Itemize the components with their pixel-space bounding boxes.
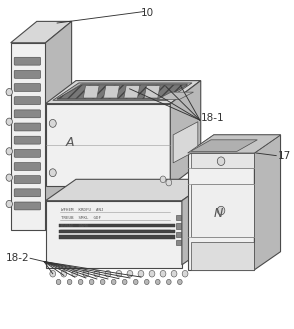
Text: A: A — [66, 137, 74, 149]
FancyBboxPatch shape — [14, 149, 41, 157]
Polygon shape — [188, 153, 254, 270]
Circle shape — [83, 270, 89, 277]
Polygon shape — [46, 104, 170, 186]
FancyBboxPatch shape — [14, 202, 41, 210]
Circle shape — [217, 157, 225, 165]
FancyBboxPatch shape — [14, 84, 41, 91]
Polygon shape — [46, 21, 72, 230]
Circle shape — [67, 279, 72, 285]
Circle shape — [94, 270, 100, 277]
Polygon shape — [188, 135, 280, 153]
Text: TREUB  SMKL  GDF: TREUB SMKL GDF — [61, 216, 101, 220]
Polygon shape — [11, 43, 46, 230]
Bar — [59, 235, 175, 239]
Bar — [176, 223, 181, 229]
Circle shape — [6, 200, 12, 208]
FancyBboxPatch shape — [14, 110, 41, 118]
Circle shape — [149, 270, 155, 277]
Circle shape — [111, 279, 116, 285]
Polygon shape — [173, 122, 198, 163]
Circle shape — [178, 279, 182, 285]
Circle shape — [78, 279, 83, 285]
Polygon shape — [191, 153, 254, 168]
Circle shape — [6, 148, 12, 155]
Polygon shape — [182, 179, 212, 265]
Text: WFHEM  KRDFU  ANJ: WFHEM KRDFU ANJ — [61, 208, 104, 212]
Text: 17: 17 — [278, 151, 291, 161]
FancyBboxPatch shape — [14, 70, 41, 78]
Polygon shape — [124, 86, 140, 98]
Circle shape — [116, 270, 122, 277]
FancyBboxPatch shape — [14, 189, 41, 197]
FancyBboxPatch shape — [14, 123, 41, 131]
Polygon shape — [11, 21, 72, 43]
Circle shape — [72, 270, 78, 277]
Polygon shape — [188, 135, 280, 153]
Circle shape — [49, 169, 56, 177]
Bar — [59, 230, 175, 233]
Circle shape — [56, 279, 61, 285]
Polygon shape — [157, 92, 193, 99]
Polygon shape — [46, 179, 212, 201]
FancyBboxPatch shape — [14, 57, 41, 65]
Polygon shape — [46, 201, 182, 268]
Circle shape — [127, 270, 133, 277]
Circle shape — [138, 270, 144, 277]
Circle shape — [144, 279, 149, 285]
Circle shape — [89, 279, 94, 285]
Polygon shape — [191, 242, 254, 270]
Circle shape — [61, 270, 67, 277]
Circle shape — [100, 279, 105, 285]
FancyBboxPatch shape — [14, 97, 41, 105]
Circle shape — [217, 206, 225, 215]
FancyBboxPatch shape — [14, 136, 41, 144]
Circle shape — [166, 179, 172, 186]
Text: 18-1: 18-1 — [201, 114, 224, 123]
Polygon shape — [57, 84, 188, 99]
Text: N: N — [214, 207, 223, 220]
FancyBboxPatch shape — [14, 163, 41, 170]
Polygon shape — [170, 81, 201, 186]
Circle shape — [122, 279, 127, 285]
Circle shape — [133, 279, 138, 285]
Circle shape — [166, 279, 171, 285]
Text: 10: 10 — [141, 8, 154, 18]
Circle shape — [105, 270, 111, 277]
Polygon shape — [46, 81, 201, 104]
FancyBboxPatch shape — [14, 176, 41, 184]
Bar — [176, 215, 181, 220]
Circle shape — [160, 176, 166, 183]
Circle shape — [6, 118, 12, 125]
Polygon shape — [53, 83, 192, 100]
Circle shape — [171, 270, 177, 277]
Circle shape — [182, 270, 188, 277]
Circle shape — [6, 174, 12, 181]
Text: 18-2: 18-2 — [6, 253, 29, 263]
Polygon shape — [103, 86, 119, 98]
Text: KUSAD  BNMK: KUSAD BNMK — [61, 224, 89, 228]
Polygon shape — [83, 86, 99, 98]
Circle shape — [49, 119, 56, 127]
Polygon shape — [57, 85, 188, 99]
Bar — [176, 240, 181, 245]
Circle shape — [6, 89, 12, 96]
Circle shape — [50, 270, 56, 277]
Polygon shape — [254, 135, 280, 270]
Polygon shape — [191, 140, 257, 151]
Bar — [59, 224, 175, 227]
Circle shape — [160, 270, 166, 277]
Polygon shape — [191, 184, 254, 237]
Polygon shape — [144, 86, 160, 98]
Bar — [176, 232, 181, 237]
Circle shape — [156, 279, 160, 285]
